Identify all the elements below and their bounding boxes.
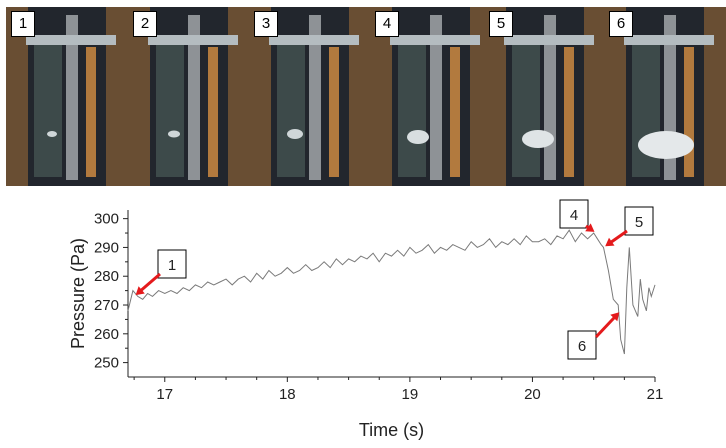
frame-2: 2	[128, 7, 250, 186]
y-tick-label: 300	[94, 211, 119, 228]
x-tick-label: 17	[156, 386, 173, 403]
x-tick-label: 19	[402, 386, 419, 403]
frame-number: 3	[254, 11, 278, 37]
annotation-arrow-5	[609, 229, 628, 245]
annotation-arrow-1	[139, 272, 161, 293]
annotation-label-6: 6	[578, 338, 586, 355]
annotation-arrow-6	[594, 315, 617, 339]
frame-number: 5	[489, 11, 513, 37]
x-tick-label: 18	[279, 386, 296, 403]
frame-1-image	[6, 7, 128, 186]
x-axis-label: Time (s)	[359, 420, 424, 440]
x-tick-label: 20	[524, 386, 541, 403]
annotation-label-4: 4	[570, 207, 578, 224]
frame-number: 4	[375, 11, 399, 37]
plot-area: 17 18 19 20 21 250 260 270 280 290 300 Time (s) Pres…	[68, 199, 664, 440]
annotation-box-5	[624, 206, 654, 236]
frame-number: 2	[133, 11, 157, 37]
y-axis-label: Pressure (Pa)	[68, 238, 88, 349]
y-tick-label: 270	[94, 297, 119, 314]
annotation-box-4	[559, 199, 589, 229]
pressure-series-line	[127, 229, 656, 355]
frame-5: 5	[484, 7, 606, 186]
x-tick-label: 21	[647, 386, 664, 403]
frame-4: 4	[370, 7, 492, 186]
y-tick-label: 250	[94, 355, 119, 372]
y-tick-label: 290	[94, 239, 119, 256]
annotation-arrowhead-6	[610, 312, 620, 322]
y-tick-label: 260	[94, 326, 119, 343]
frame-6: 6	[604, 7, 726, 186]
annotation-arrowhead-1	[135, 286, 145, 296]
frame-2-image	[128, 7, 250, 186]
annotation-box-1	[157, 249, 187, 279]
frame-3: 3	[249, 7, 371, 186]
annotation-box-6	[567, 330, 597, 360]
y-tick-label: 280	[94, 268, 119, 285]
annotation-label-1: 1	[168, 257, 176, 274]
frame-number: 6	[609, 11, 633, 37]
annotation-arrowhead-5	[605, 237, 615, 247]
frame-number: 1	[11, 11, 35, 37]
pressure-chart: 17 18 19 20 21 250 260 270 280 290 300 Time (s) Pres…	[68, 199, 664, 440]
frame-1: 1	[6, 7, 128, 186]
annotation-arrowhead-4	[585, 223, 595, 232]
annotation-label-5: 5	[635, 214, 643, 231]
